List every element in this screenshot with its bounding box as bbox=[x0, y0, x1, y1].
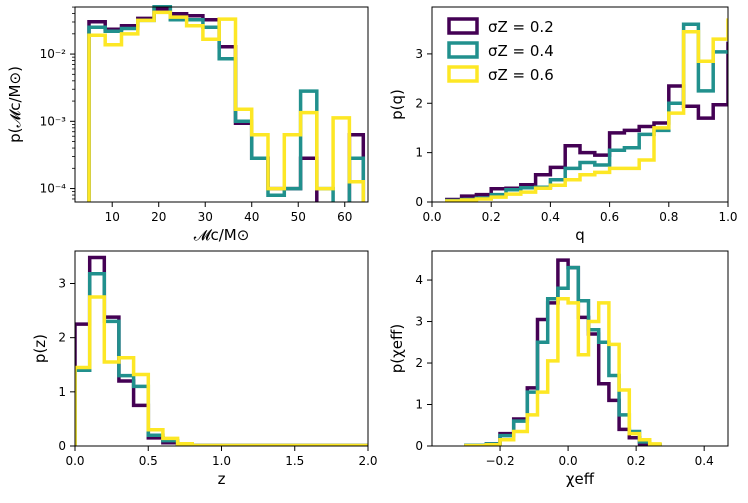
legend-label-sigma-0.2: σZ = 0.2 bbox=[488, 18, 554, 36]
legend-swatch-sigma-0.2 bbox=[447, 17, 479, 35]
mc-x-tick-label: 60 bbox=[337, 210, 352, 224]
chi-eff-panel: −0.2 0.0 0.2 0.4 0 1 2 3 4 χeff p(χeff) bbox=[388, 250, 729, 488]
z-series-group bbox=[75, 255, 368, 446]
mass-ratio-panel: 0.0 0.2 0.4 0.6 0.8 1.0 0 1 2 3 q p(q) bbox=[388, 6, 738, 244]
z-x-tick-label: 1.0 bbox=[212, 454, 231, 468]
chi-x-axis-label: χeff bbox=[566, 470, 595, 488]
chi-x-tick-label: 0.4 bbox=[695, 454, 714, 468]
mc-y-tick-label: 10⁻² bbox=[40, 47, 67, 61]
q-y-tick-label: 1 bbox=[415, 146, 423, 160]
chi-y-tick-label: 1 bbox=[415, 398, 423, 412]
chi-x-tick-label: 0.2 bbox=[627, 454, 646, 468]
q-x-tick-label: 0.2 bbox=[482, 210, 501, 224]
legend-swatch-sigma-0.6 bbox=[447, 65, 479, 83]
mc-series-group bbox=[87, 5, 366, 202]
z-y-tick-label: 1 bbox=[58, 385, 66, 399]
mc-series-2-step bbox=[87, 5, 366, 202]
q-x-tick-label: 0.0 bbox=[422, 210, 441, 224]
chi-x-tick-label: −0.2 bbox=[485, 454, 514, 468]
chi-y-tick-label: 4 bbox=[415, 273, 423, 287]
mc-x-tick-label: 30 bbox=[198, 210, 213, 224]
q-y-tick-label: 3 bbox=[415, 47, 423, 61]
q-x-axis-label: q bbox=[575, 226, 585, 244]
q-y-tick-label: 0 bbox=[415, 195, 423, 209]
q-x-tick-label: 1.0 bbox=[718, 210, 737, 224]
redshift-panel: 0.0 0.5 1.0 1.5 2.0 0 1 2 3 z p(z) bbox=[31, 250, 378, 488]
mc-x-axis-label: 𝓜c/M⊙ bbox=[194, 226, 250, 244]
chi-y-axis-label: p(χeff) bbox=[388, 324, 406, 373]
z-x-tick-label: 2.0 bbox=[358, 454, 377, 468]
z-y-tick-label: 2 bbox=[58, 331, 66, 345]
mc-y-tick-label: 10⁻⁴ bbox=[40, 182, 67, 196]
q-x-tick-label: 0.8 bbox=[659, 210, 678, 224]
mc-x-tick-label: 50 bbox=[291, 210, 306, 224]
chirp-mass-panel: 10 20 30 40 50 60 10⁻² 10⁻³ 10⁻⁴ 𝓜c/M⊙ p(𝓜c/M⊙) bbox=[6, 5, 369, 244]
mc-x-tick-label: 20 bbox=[151, 210, 166, 224]
z-x-tick-label: 0.0 bbox=[65, 454, 84, 468]
chi-y-tick-label: 0 bbox=[415, 439, 423, 453]
chi-y-tick-label: 3 bbox=[415, 315, 423, 329]
mc-series-3-step bbox=[87, 10, 366, 202]
z-y-tick-label: 0 bbox=[58, 439, 66, 453]
mc-series-1-step bbox=[87, 7, 366, 202]
mc-y-axis-label: p(𝓜c/M⊙) bbox=[6, 66, 24, 143]
z-y-axis-label: p(z) bbox=[31, 334, 49, 363]
legend: σZ = 0.2 σZ = 0.4 σZ = 0.6 bbox=[447, 17, 554, 84]
q-series-group bbox=[445, 18, 728, 202]
chi-series-3-step bbox=[464, 296, 662, 446]
q-series-3-step bbox=[445, 18, 728, 202]
chi-series-group bbox=[464, 258, 662, 446]
legend-swatch-sigma-0.4 bbox=[447, 41, 479, 59]
mc-y-tick-label: 10⁻³ bbox=[40, 114, 67, 128]
chi-y-tick-label: 2 bbox=[415, 356, 423, 370]
chi-x-tick-label: 0.0 bbox=[559, 454, 578, 468]
mc-axes-frame bbox=[74, 6, 369, 203]
q-y-axis-label: p(q) bbox=[388, 89, 406, 120]
mc-x-tick-label: 40 bbox=[244, 210, 259, 224]
legend-label-sigma-0.6: σZ = 0.6 bbox=[488, 66, 554, 84]
q-x-tick-label: 0.4 bbox=[541, 210, 560, 224]
z-x-tick-label: 1.5 bbox=[285, 454, 304, 468]
z-x-axis-label: z bbox=[218, 470, 226, 488]
q-x-tick-label: 0.6 bbox=[600, 210, 619, 224]
q-axes-frame bbox=[431, 6, 729, 203]
q-y-tick-label: 2 bbox=[415, 96, 423, 110]
z-x-tick-label: 0.5 bbox=[139, 454, 158, 468]
z-y-tick-label: 3 bbox=[58, 277, 66, 291]
chi-axes-frame bbox=[431, 250, 729, 447]
legend-label-sigma-0.4: σZ = 0.4 bbox=[488, 42, 554, 60]
mc-x-tick-label: 10 bbox=[105, 210, 120, 224]
